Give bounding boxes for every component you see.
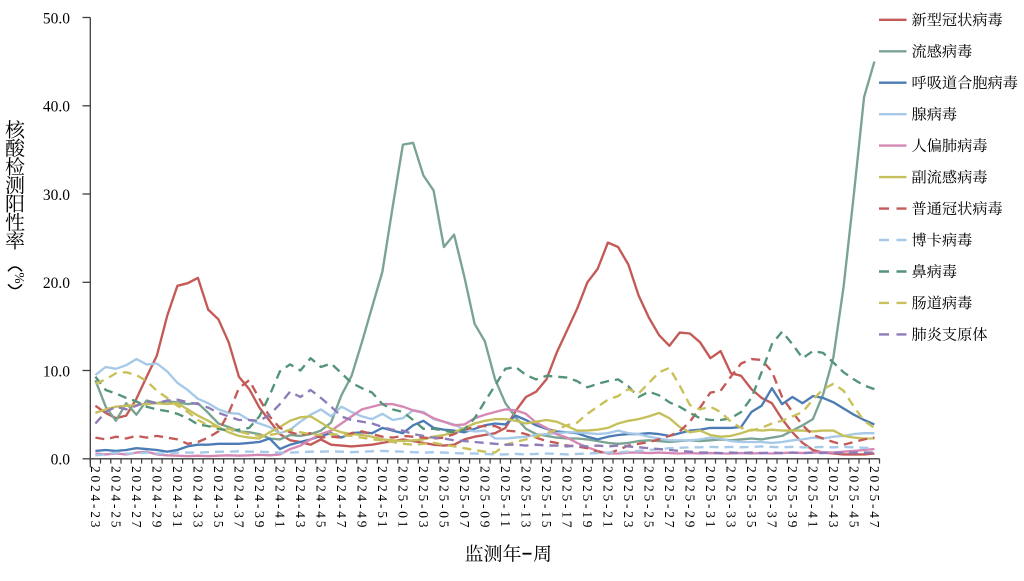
svg-text:2025-07: 2025-07	[457, 466, 472, 530]
svg-text:2025-27: 2025-27	[662, 466, 677, 530]
svg-text:2025-47: 2025-47	[867, 466, 882, 530]
svg-text:2024-47: 2024-47	[334, 466, 349, 530]
svg-text:%: %	[12, 272, 27, 283]
svg-text:40.0: 40.0	[43, 99, 70, 116]
svg-text:2025-41: 2025-41	[805, 466, 820, 530]
svg-text:2025-29: 2025-29	[682, 466, 697, 530]
svg-text:2024-39: 2024-39	[252, 466, 267, 530]
svg-text:2025-11: 2025-11	[498, 466, 513, 530]
svg-text:2025-19: 2025-19	[580, 466, 595, 530]
svg-text:2025-31: 2025-31	[703, 466, 718, 530]
svg-text:2025-35: 2025-35	[744, 466, 759, 530]
svg-text:2024-29: 2024-29	[149, 466, 164, 530]
svg-text:2025-03: 2025-03	[416, 466, 431, 530]
svg-text:2025-39: 2025-39	[785, 466, 800, 530]
svg-text:0.0: 0.0	[51, 452, 71, 469]
svg-text:2025-33: 2025-33	[723, 466, 738, 530]
svg-text:2024-35: 2024-35	[211, 466, 226, 530]
svg-text:10.0: 10.0	[43, 363, 70, 380]
svg-text:2025-09: 2025-09	[477, 466, 492, 530]
svg-text:2025-25: 2025-25	[641, 466, 656, 530]
svg-text:2025-21: 2025-21	[600, 466, 615, 530]
svg-text:2025-01: 2025-01	[395, 466, 410, 530]
svg-text:2024-49: 2024-49	[354, 466, 369, 530]
svg-text:2025-37: 2025-37	[764, 466, 779, 530]
svg-text:2025-45: 2025-45	[846, 466, 861, 530]
svg-text:2024-23: 2024-23	[88, 466, 103, 530]
svg-text:2024-37: 2024-37	[231, 466, 246, 530]
svg-text:2025-43: 2025-43	[826, 466, 841, 530]
svg-text:2025-05: 2025-05	[436, 466, 451, 530]
svg-text:20.0: 20.0	[43, 275, 70, 292]
svg-text:2024-51: 2024-51	[375, 466, 390, 530]
svg-text:2024-31: 2024-31	[170, 466, 185, 530]
svg-text:2024-27: 2024-27	[129, 466, 144, 530]
svg-text:50.0: 50.0	[43, 10, 70, 27]
svg-text:30.0: 30.0	[43, 187, 70, 204]
svg-text:2024-43: 2024-43	[293, 466, 308, 530]
svg-text:2024-45: 2024-45	[313, 466, 328, 530]
svg-text:2025-23: 2025-23	[621, 466, 636, 530]
svg-text:2024-33: 2024-33	[190, 466, 205, 530]
svg-text:2024-41: 2024-41	[272, 466, 287, 530]
svg-text:2025-15: 2025-15	[539, 466, 554, 530]
svg-text:2024-25: 2024-25	[108, 466, 123, 530]
svg-text:2025-13: 2025-13	[518, 466, 533, 530]
svg-text:2025-17: 2025-17	[559, 466, 574, 530]
